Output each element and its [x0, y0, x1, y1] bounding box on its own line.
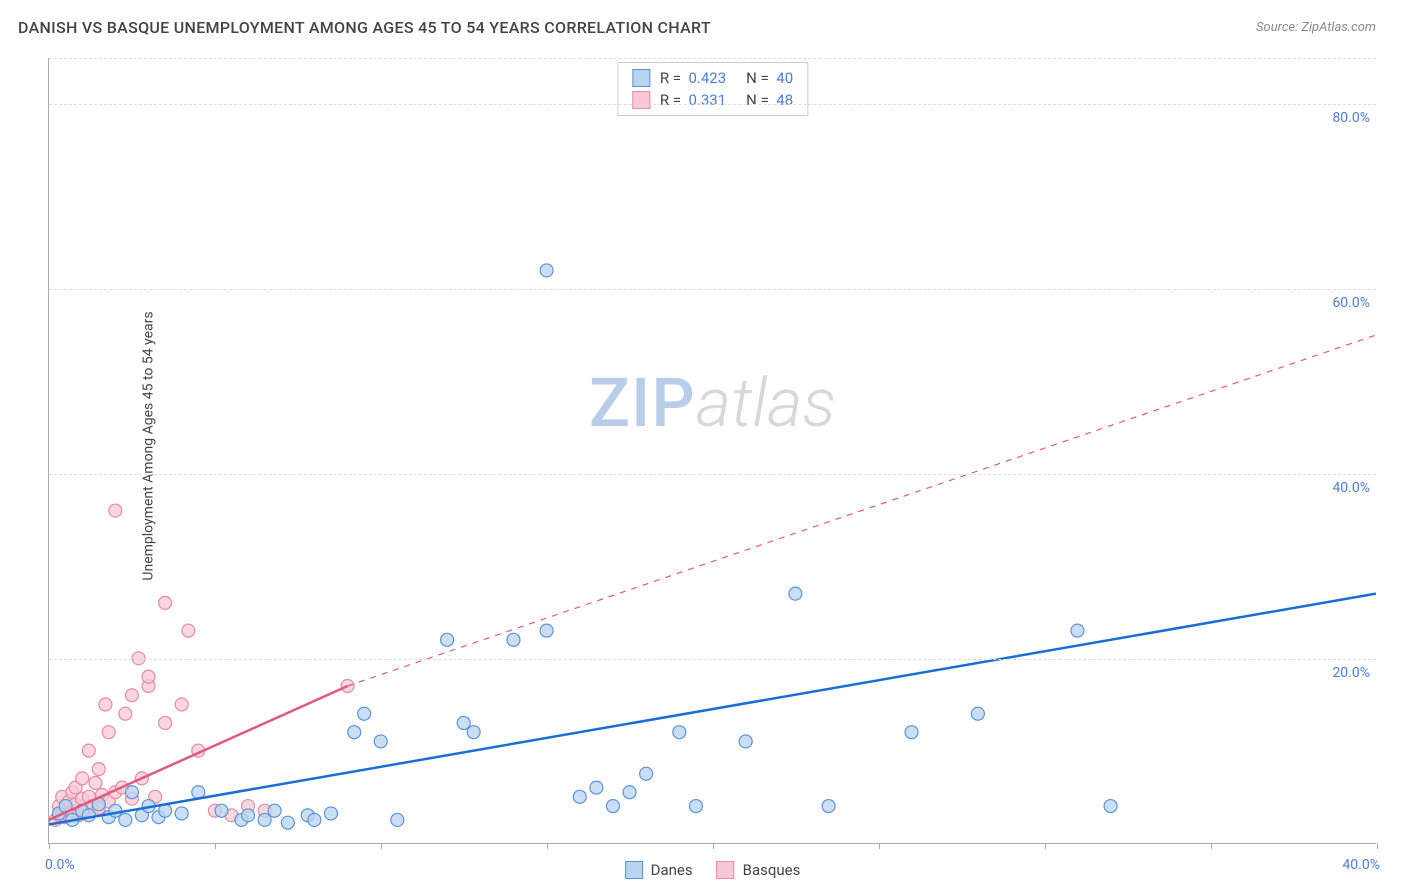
- scatter-point: [308, 813, 321, 826]
- x-tick-label: 0.0%: [45, 857, 75, 873]
- legend-n-stat: N = 48: [746, 91, 793, 109]
- scatter-point: [1071, 624, 1084, 637]
- correlation-legend: R = 0.423 N = 40 R = 0.331 N = 48: [617, 62, 808, 116]
- gridline: [49, 104, 1376, 105]
- gridline: [49, 289, 1376, 290]
- legend-label: Danes: [651, 861, 693, 879]
- legend-swatch-icon: [717, 861, 735, 879]
- scatter-point: [268, 804, 281, 817]
- y-tick-label: 40.0%: [1332, 480, 1370, 496]
- legend-n-stat: N = 40: [746, 69, 793, 87]
- scatter-point: [119, 813, 132, 826]
- gridline: [49, 659, 1376, 660]
- x-tick: [547, 843, 548, 849]
- scatter-point: [324, 807, 337, 820]
- y-tick-label: 20.0%: [1332, 665, 1370, 681]
- scatter-point: [358, 707, 371, 720]
- scatter-point: [971, 707, 984, 720]
- source-attribution: Source: ZipAtlas.com: [1256, 20, 1376, 35]
- scatter-point: [789, 587, 802, 600]
- legend-label: Basques: [743, 861, 801, 879]
- scatter-point: [175, 807, 188, 820]
- legend-item: Basques: [717, 861, 801, 879]
- y-tick-label: 80.0%: [1332, 110, 1370, 126]
- trend-line-dashed: [348, 335, 1376, 686]
- scatter-point: [540, 624, 553, 637]
- trend-line: [49, 594, 1376, 825]
- scatter-point: [76, 772, 89, 785]
- scatter-point: [182, 624, 195, 637]
- gridline: [49, 474, 1376, 475]
- scatter-point: [82, 809, 95, 822]
- scatter-point: [391, 813, 404, 826]
- x-tick: [1377, 843, 1378, 849]
- legend-row: R = 0.331 N = 48: [632, 89, 793, 111]
- scatter-point: [159, 596, 172, 609]
- scatter-point: [125, 786, 138, 799]
- x-tick: [215, 843, 216, 849]
- x-tick: [713, 843, 714, 849]
- scatter-point: [640, 767, 653, 780]
- scatter-point: [606, 800, 619, 813]
- scatter-point: [905, 726, 918, 739]
- scatter-point: [109, 804, 122, 817]
- legend-swatch-icon: [632, 69, 650, 87]
- x-tick: [879, 843, 880, 849]
- scatter-point: [119, 707, 132, 720]
- scatter-point: [92, 763, 105, 776]
- scatter-point: [102, 726, 115, 739]
- scatter-point: [822, 800, 835, 813]
- gridline: [49, 58, 1376, 59]
- scatter-point: [507, 633, 520, 646]
- x-tick: [381, 843, 382, 849]
- scatter-point: [590, 781, 603, 794]
- scatter-point: [89, 776, 102, 789]
- scatter-point: [673, 726, 686, 739]
- scatter-plot-svg: [49, 58, 1376, 843]
- scatter-point: [82, 744, 95, 757]
- scatter-point: [175, 698, 188, 711]
- scatter-point: [281, 816, 294, 829]
- chart-title: DANISH VS BASQUE UNEMPLOYMENT AMONG AGES…: [18, 18, 711, 37]
- y-tick-label: 60.0%: [1332, 295, 1370, 311]
- scatter-point: [441, 633, 454, 646]
- scatter-point: [142, 670, 155, 683]
- scatter-point: [215, 804, 228, 817]
- legend-swatch-icon: [625, 861, 643, 879]
- scatter-point: [573, 790, 586, 803]
- scatter-point: [374, 735, 387, 748]
- scatter-point: [109, 504, 122, 517]
- scatter-point: [348, 726, 361, 739]
- x-tick: [1211, 843, 1212, 849]
- x-tick-label: 40.0%: [1342, 857, 1380, 873]
- legend-row: R = 0.423 N = 40: [632, 67, 793, 89]
- scatter-point: [99, 698, 112, 711]
- scatter-point: [689, 800, 702, 813]
- scatter-point: [540, 264, 553, 277]
- scatter-point: [467, 726, 480, 739]
- scatter-point: [258, 813, 271, 826]
- scatter-point: [1104, 800, 1117, 813]
- scatter-point: [623, 786, 636, 799]
- scatter-point: [159, 716, 172, 729]
- x-tick: [49, 843, 50, 849]
- legend-swatch-icon: [632, 91, 650, 109]
- scatter-point: [457, 716, 470, 729]
- scatter-point: [125, 689, 138, 702]
- chart-header: DANISH VS BASQUE UNEMPLOYMENT AMONG AGES…: [0, 0, 1406, 47]
- x-tick: [1045, 843, 1046, 849]
- legend-r-stat: R = 0.423: [660, 69, 726, 87]
- legend-item: Danes: [625, 861, 693, 879]
- chart-plot-area: ZIPatlas R = 0.423 N = 40 R = 0.331 N = …: [48, 58, 1376, 844]
- legend-r-stat: R = 0.331: [660, 91, 726, 109]
- series-legend: Danes Basques: [625, 861, 801, 879]
- scatter-point: [242, 809, 255, 822]
- scatter-point: [739, 735, 752, 748]
